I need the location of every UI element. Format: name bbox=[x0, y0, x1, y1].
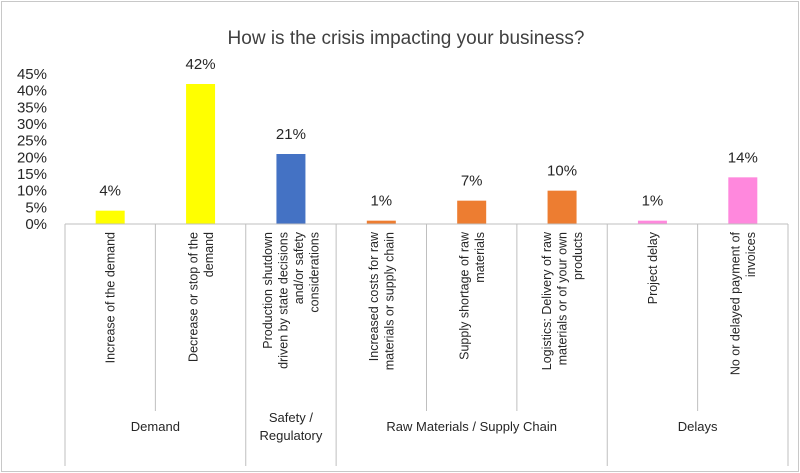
data-label: 21% bbox=[276, 126, 306, 143]
y-tick-label: 15% bbox=[17, 166, 47, 183]
bar bbox=[457, 200, 487, 224]
bar bbox=[637, 220, 667, 224]
category-label: Logistics: Delivery of raw materials or o… bbox=[540, 231, 585, 370]
data-label: 1% bbox=[642, 193, 664, 210]
data-label: 42% bbox=[186, 56, 216, 73]
y-tick-label: 20% bbox=[17, 149, 47, 166]
y-tick-label: 0% bbox=[25, 216, 47, 233]
y-tick-label: 25% bbox=[17, 133, 47, 150]
bar bbox=[547, 190, 577, 224]
data-label: 7% bbox=[461, 173, 483, 190]
category-label: Increased costs for raw materials or supp… bbox=[367, 231, 397, 370]
chart-title: How is the crisis impacting your busines… bbox=[228, 28, 585, 49]
group-label: Demand bbox=[131, 419, 180, 434]
y-tick-label: 40% bbox=[17, 83, 47, 100]
group-label: Raw Materials / Supply Chain bbox=[386, 419, 557, 434]
bar bbox=[186, 84, 216, 224]
bars bbox=[95, 84, 758, 224]
group-label: Safety / Regulatory bbox=[260, 410, 323, 443]
data-label: 10% bbox=[547, 163, 577, 180]
category-label: Increase of the demand bbox=[104, 232, 118, 363]
data-label: 1% bbox=[370, 193, 392, 210]
y-tick-label: 5% bbox=[25, 199, 47, 216]
y-tick-label: 45% bbox=[17, 66, 47, 83]
category-label: No or delayed payment of invoices bbox=[729, 231, 759, 375]
category-label: Project delay bbox=[646, 231, 660, 304]
x-axis: Increase of the demand Decrease or stop o… bbox=[64, 223, 789, 466]
category-label: Decrease or stop of the demand bbox=[186, 232, 216, 362]
y-axis: 0%5%10%15%20%25%30%35%40%45% bbox=[17, 66, 47, 233]
y-tick-label: 35% bbox=[17, 99, 47, 116]
data-label: 4% bbox=[99, 183, 121, 200]
y-tick-label: 10% bbox=[17, 183, 47, 200]
group-label: Delays bbox=[678, 419, 718, 434]
bar bbox=[276, 154, 306, 224]
data-label: 14% bbox=[728, 149, 758, 166]
category-label: Supply shortage of raw materials bbox=[457, 231, 487, 360]
category-label: Production shutdown driven by state decis… bbox=[261, 231, 322, 369]
y-tick-label: 30% bbox=[17, 116, 47, 133]
bar bbox=[95, 210, 125, 224]
bar bbox=[366, 220, 396, 224]
bar bbox=[728, 177, 758, 224]
data-labels: 4% 42% 21% 1% 7% 10% 1% 14% bbox=[99, 56, 757, 210]
